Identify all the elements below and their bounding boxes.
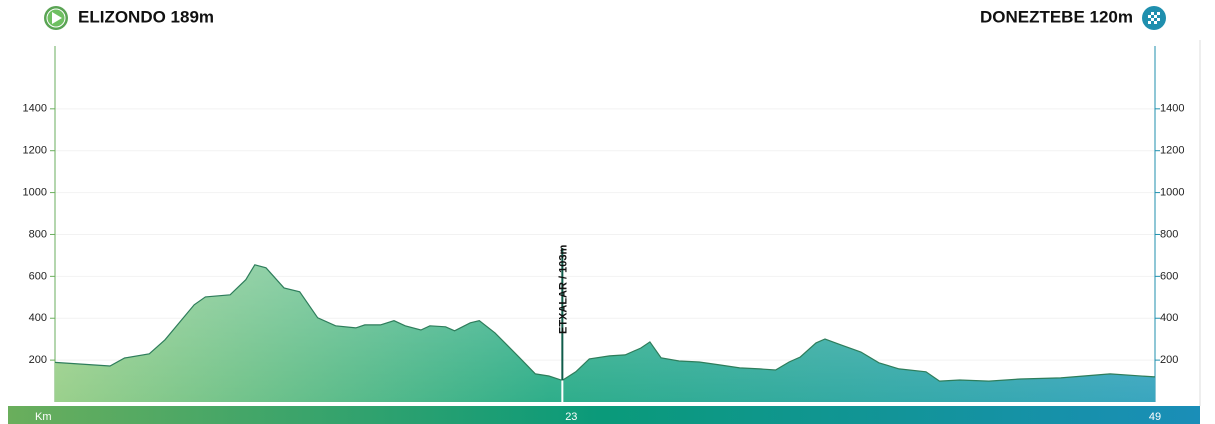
annotation-label: ETXALAR / 103m: [557, 245, 569, 334]
y2-tick-label: 800: [1160, 228, 1178, 240]
x-tick-label: 49: [1149, 411, 1161, 423]
y2-tick-label: 1200: [1160, 145, 1184, 157]
y2-tick-label: 600: [1160, 270, 1178, 282]
start-icon: [44, 6, 68, 30]
y-tick-label: 800: [29, 228, 47, 240]
elevation-line: [54, 264, 1156, 382]
y-tick-label: 1400: [23, 103, 47, 115]
y-tick-label: 600: [29, 270, 47, 282]
x-axis-bar: [8, 406, 1200, 424]
start-label: ELIZONDO 189m: [78, 7, 214, 26]
y2-tick-label: 1000: [1160, 186, 1184, 198]
y-tick-label: 200: [29, 354, 47, 366]
finish-icon: [1142, 6, 1166, 30]
y-tick-label: 400: [29, 312, 47, 324]
y-tick-label: 1200: [23, 145, 47, 157]
x-tick-label: Km: [35, 411, 52, 423]
y2-tick-label: 1400: [1160, 103, 1184, 115]
y-tick-label: 1000: [23, 186, 47, 198]
x-tick-label: 23: [565, 411, 577, 423]
end-label: DONEZTEBE 120m: [980, 7, 1133, 26]
y2-tick-label: 400: [1160, 312, 1178, 324]
elevation-highlight: [55, 264, 1155, 402]
y2-tick-label: 200: [1160, 354, 1178, 366]
